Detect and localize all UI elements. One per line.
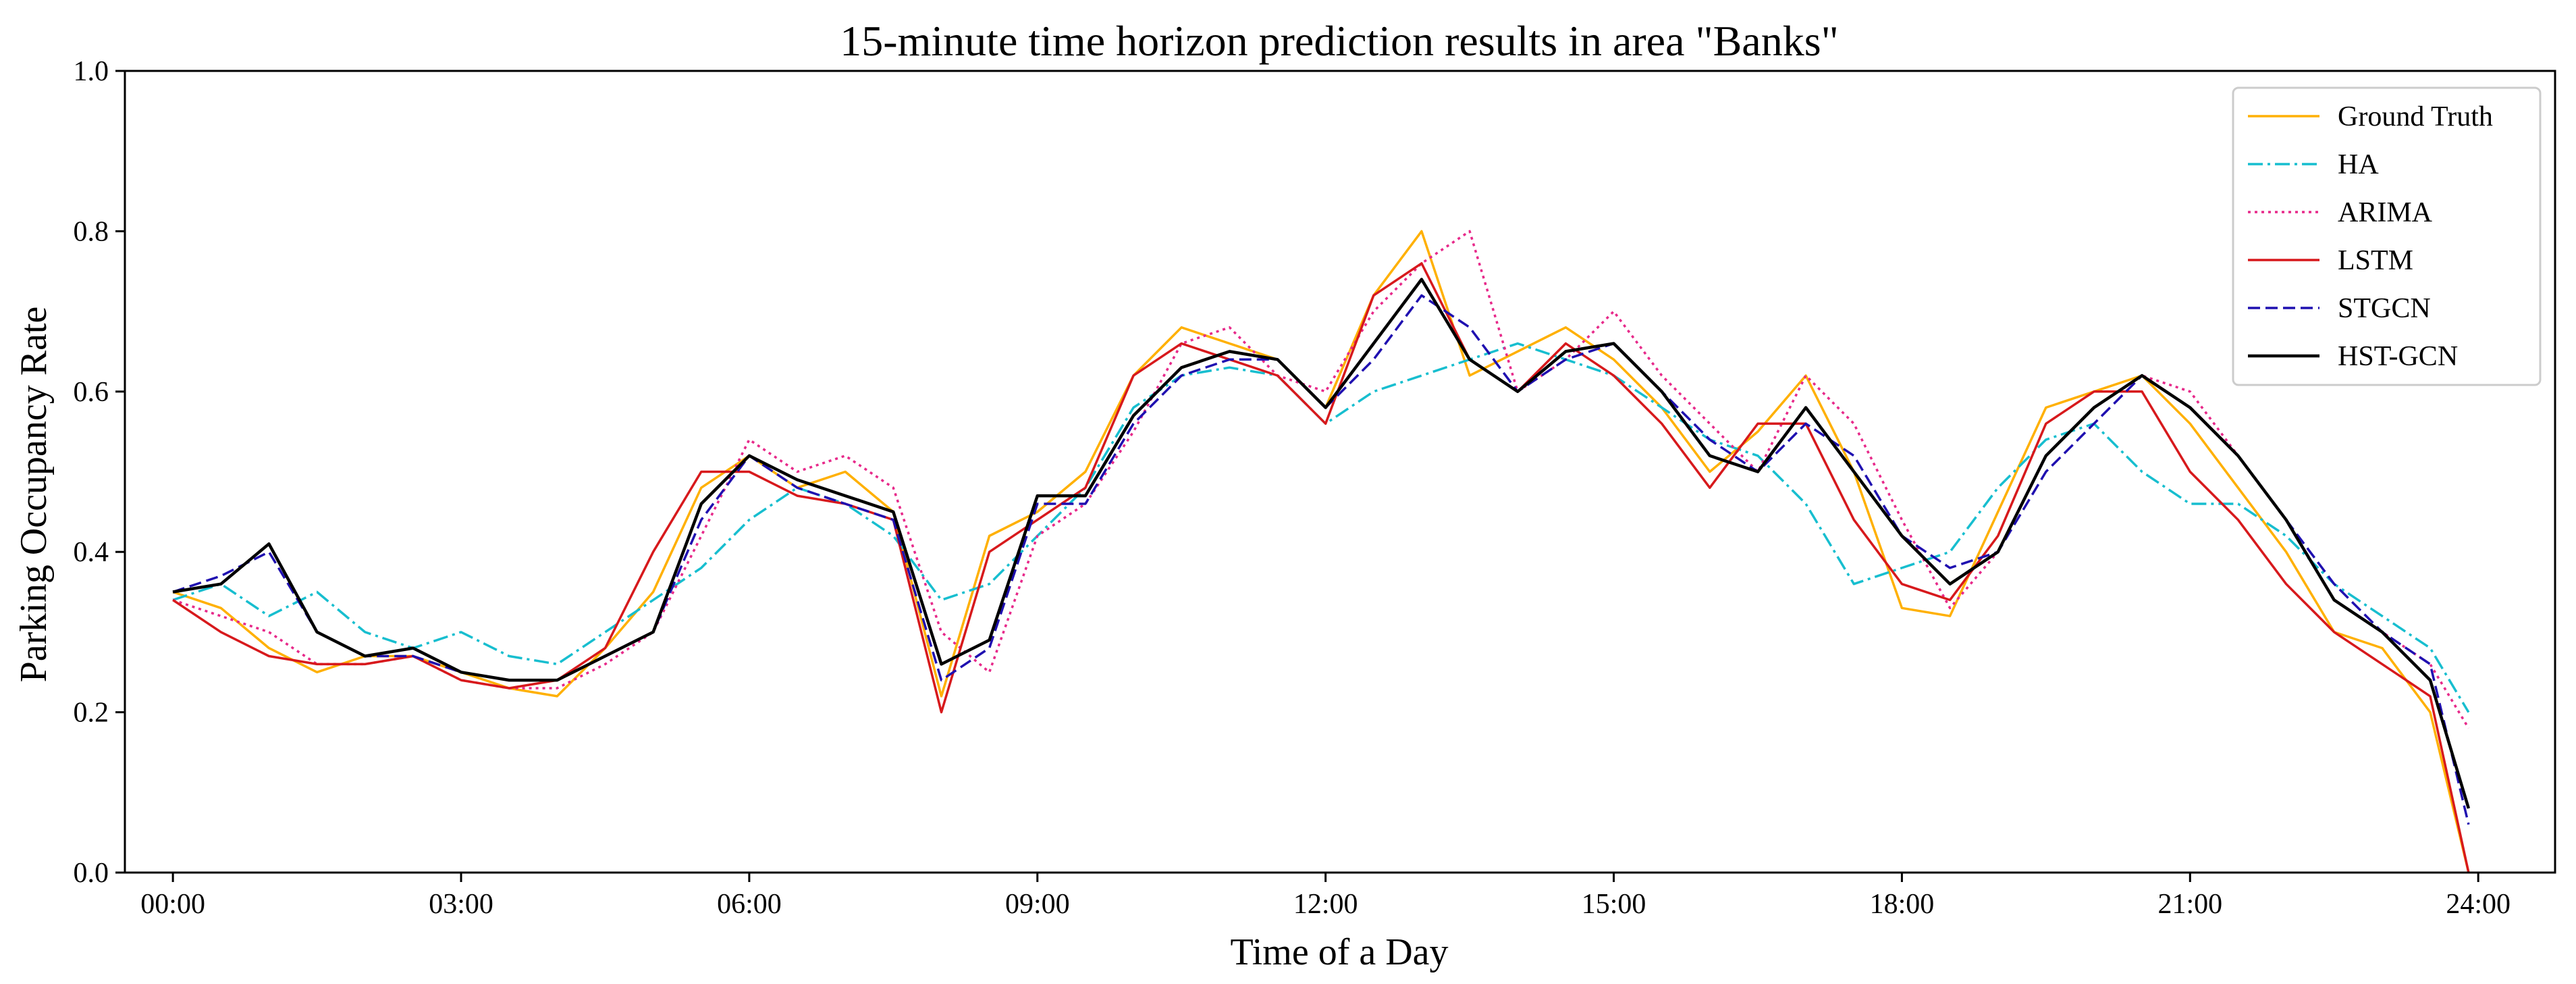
legend: Ground Truth HA ARIMA LSTM STGCN HST-GCN [2232, 86, 2542, 386]
y-tick-label: 0.0 [74, 858, 109, 889]
y-tick-label: 0.6 [74, 377, 109, 408]
series-line-ha [172, 342, 2470, 713]
y-axis-title: Parking Occupancy Rate [13, 307, 55, 683]
x-tick-label: 00:00 [140, 889, 205, 920]
x-tick-label: 06:00 [717, 889, 782, 920]
plot-frame [124, 70, 2556, 874]
legend-label: ARIMA [2338, 197, 2433, 228]
y-tick-label: 1.0 [74, 56, 109, 87]
x-tick-label: 18:00 [1870, 889, 1935, 920]
x-axis-title: Time of a Day [1230, 931, 1448, 973]
series-line-stgcn [172, 294, 2470, 825]
legend-label: STGCN [2338, 293, 2431, 324]
legend-label: Ground Truth [2338, 101, 2493, 132]
x-tick-label: 21:00 [2157, 889, 2222, 920]
x-tick-label: 24:00 [2446, 889, 2511, 920]
axes: 00:00 03:00 06:00 09:00 12:00 15:00 18:00 21:00… [74, 56, 2556, 920]
series-line-ground-truth [172, 230, 2470, 873]
y-tick-label: 0.4 [74, 537, 109, 568]
legend-label: HA [2338, 149, 2379, 180]
legend-label: HST-GCN [2338, 341, 2458, 372]
plot-area [172, 230, 2471, 873]
x-tick-label: 15:00 [1582, 889, 1646, 920]
y-tick-label: 0.2 [74, 698, 109, 729]
legend-label: LSTM [2338, 245, 2413, 276]
x-tick-label: 12:00 [1293, 889, 1358, 920]
series-line-arima [172, 230, 2470, 729]
legend-box [2232, 86, 2542, 386]
chart-title: 15-minute time horizon prediction result… [840, 17, 1838, 65]
series-line-hst-gcn [172, 278, 2471, 809]
x-tick-label: 03:00 [429, 889, 493, 920]
series-line-lstm [172, 262, 2470, 873]
x-tick-label: 09:00 [1005, 889, 1070, 920]
y-tick-label: 0.8 [74, 216, 109, 247]
